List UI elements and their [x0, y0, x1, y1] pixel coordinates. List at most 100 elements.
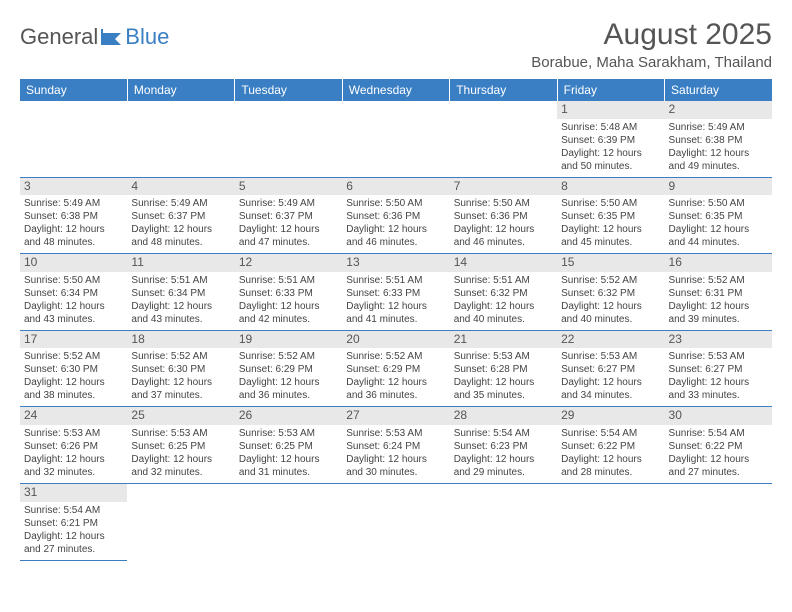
day-info-line: Sunrise: 5:51 AM — [239, 274, 338, 287]
day-number: 28 — [450, 407, 557, 425]
day-cell-31: 31Sunrise: 5:54 AMSunset: 6:21 PMDayligh… — [20, 483, 127, 560]
weekday-friday: Friday — [557, 79, 664, 101]
day-info-line: and 40 minutes. — [454, 313, 553, 326]
day-info-line: Sunset: 6:38 PM — [669, 134, 768, 147]
day-info-line: and 37 minutes. — [131, 389, 230, 402]
day-number: 13 — [342, 254, 449, 272]
day-info-line: Sunset: 6:34 PM — [24, 287, 123, 300]
day-info-line: Sunset: 6:26 PM — [24, 440, 123, 453]
logo-text-2: Blue — [125, 24, 169, 50]
day-number: 17 — [20, 331, 127, 349]
day-info-line: and 36 minutes. — [239, 389, 338, 402]
day-info-line: Daylight: 12 hours — [24, 300, 123, 313]
day-info-line: Sunrise: 5:52 AM — [239, 350, 338, 363]
location: Borabue, Maha Sarakham, Thailand — [531, 54, 772, 71]
day-info-line: and 43 minutes. — [24, 313, 123, 326]
day-info-line: Daylight: 12 hours — [669, 453, 768, 466]
day-number: 9 — [665, 178, 772, 196]
day-info-line: and 40 minutes. — [561, 313, 660, 326]
day-info-line: Sunset: 6:39 PM — [561, 134, 660, 147]
weekday-tuesday: Tuesday — [235, 79, 342, 101]
day-cell-13: 13Sunrise: 5:51 AMSunset: 6:33 PMDayligh… — [342, 254, 449, 331]
day-info-line: and 32 minutes. — [24, 466, 123, 479]
day-number: 23 — [665, 331, 772, 349]
calendar-row: 10Sunrise: 5:50 AMSunset: 6:34 PMDayligh… — [20, 254, 772, 331]
day-number: 29 — [557, 407, 664, 425]
day-info-line: and 36 minutes. — [346, 389, 445, 402]
day-info-line: Sunset: 6:25 PM — [131, 440, 230, 453]
day-number: 19 — [235, 331, 342, 349]
day-info-line: Daylight: 12 hours — [131, 300, 230, 313]
empty-cell — [342, 101, 449, 177]
empty-cell — [342, 483, 449, 560]
day-cell-29: 29Sunrise: 5:54 AMSunset: 6:22 PMDayligh… — [557, 407, 664, 484]
weekday-wednesday: Wednesday — [342, 79, 449, 101]
day-info-line: and 47 minutes. — [239, 236, 338, 249]
day-info-line: and 48 minutes. — [131, 236, 230, 249]
day-info-line: Sunset: 6:27 PM — [669, 363, 768, 376]
flag-icon — [101, 25, 125, 41]
day-info-line: Sunset: 6:35 PM — [561, 210, 660, 223]
calendar-body: 1Sunrise: 5:48 AMSunset: 6:39 PMDaylight… — [20, 101, 772, 560]
day-info-line: Sunrise: 5:53 AM — [454, 350, 553, 363]
empty-cell — [235, 483, 342, 560]
day-info-line: Daylight: 12 hours — [239, 300, 338, 313]
day-cell-11: 11Sunrise: 5:51 AMSunset: 6:34 PMDayligh… — [127, 254, 234, 331]
day-info-line: and 46 minutes. — [454, 236, 553, 249]
day-info-line: Sunrise: 5:52 AM — [24, 350, 123, 363]
day-info-line: Sunrise: 5:50 AM — [669, 197, 768, 210]
day-info-line: Sunrise: 5:48 AM — [561, 121, 660, 134]
day-info-line: Sunrise: 5:54 AM — [454, 427, 553, 440]
day-info-line: Daylight: 12 hours — [346, 376, 445, 389]
day-cell-5: 5Sunrise: 5:49 AMSunset: 6:37 PMDaylight… — [235, 177, 342, 254]
day-info-line: and 27 minutes. — [24, 543, 123, 556]
day-cell-4: 4Sunrise: 5:49 AMSunset: 6:37 PMDaylight… — [127, 177, 234, 254]
calendar-row: 3Sunrise: 5:49 AMSunset: 6:38 PMDaylight… — [20, 177, 772, 254]
day-info-line: Daylight: 12 hours — [669, 147, 768, 160]
day-info-line: Sunset: 6:33 PM — [239, 287, 338, 300]
day-info-line: and 46 minutes. — [346, 236, 445, 249]
day-info-line: Sunrise: 5:49 AM — [131, 197, 230, 210]
day-info-line: and 30 minutes. — [346, 466, 445, 479]
weekday-saturday: Saturday — [665, 79, 772, 101]
day-info-line: and 28 minutes. — [561, 466, 660, 479]
day-info-line: Sunset: 6:27 PM — [561, 363, 660, 376]
header: General Blue August 2025 Borabue, Maha S… — [20, 18, 772, 71]
weekday-monday: Monday — [127, 79, 234, 101]
day-info-line: and 38 minutes. — [24, 389, 123, 402]
day-info-line: Sunrise: 5:50 AM — [346, 197, 445, 210]
day-info-line: Sunrise: 5:49 AM — [669, 121, 768, 134]
day-info-line: Sunrise: 5:50 AM — [454, 197, 553, 210]
day-info-line: Sunset: 6:29 PM — [239, 363, 338, 376]
day-number: 30 — [665, 407, 772, 425]
day-number: 21 — [450, 331, 557, 349]
day-info-line: and 33 minutes. — [669, 389, 768, 402]
day-cell-2: 2Sunrise: 5:49 AMSunset: 6:38 PMDaylight… — [665, 101, 772, 177]
day-info-line: and 35 minutes. — [454, 389, 553, 402]
day-info-line: and 31 minutes. — [239, 466, 338, 479]
calendar-row: 31Sunrise: 5:54 AMSunset: 6:21 PMDayligh… — [20, 483, 772, 560]
day-info-line: Sunset: 6:30 PM — [131, 363, 230, 376]
day-info-line: Sunset: 6:36 PM — [346, 210, 445, 223]
day-info-line: Daylight: 12 hours — [24, 376, 123, 389]
day-info-line: Daylight: 12 hours — [669, 223, 768, 236]
day-info-line: Sunset: 6:36 PM — [454, 210, 553, 223]
day-info-line: Sunset: 6:37 PM — [131, 210, 230, 223]
day-info-line: Sunrise: 5:54 AM — [561, 427, 660, 440]
day-cell-22: 22Sunrise: 5:53 AMSunset: 6:27 PMDayligh… — [557, 330, 664, 407]
empty-cell — [235, 101, 342, 177]
day-info-line: Sunrise: 5:53 AM — [131, 427, 230, 440]
day-cell-19: 19Sunrise: 5:52 AMSunset: 6:29 PMDayligh… — [235, 330, 342, 407]
day-number: 4 — [127, 178, 234, 196]
day-cell-6: 6Sunrise: 5:50 AMSunset: 6:36 PMDaylight… — [342, 177, 449, 254]
empty-cell — [127, 101, 234, 177]
day-number: 15 — [557, 254, 664, 272]
weekday-header-row: SundayMondayTuesdayWednesdayThursdayFrid… — [20, 79, 772, 101]
day-number: 18 — [127, 331, 234, 349]
day-number: 31 — [20, 484, 127, 502]
day-info-line: Sunset: 6:38 PM — [24, 210, 123, 223]
day-info-line: and 27 minutes. — [669, 466, 768, 479]
day-cell-17: 17Sunrise: 5:52 AMSunset: 6:30 PMDayligh… — [20, 330, 127, 407]
empty-cell — [665, 483, 772, 560]
day-info-line: Sunrise: 5:54 AM — [24, 504, 123, 517]
